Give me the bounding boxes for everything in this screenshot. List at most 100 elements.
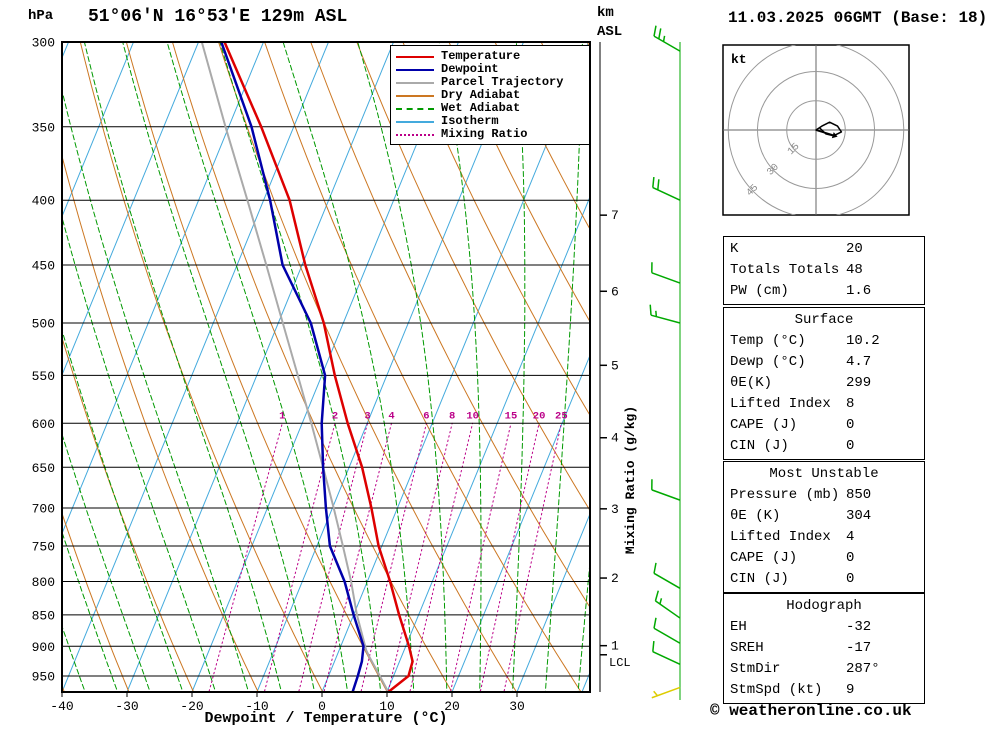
pressure-label: 400 (32, 194, 55, 209)
wet-adiabat-line (62, 530, 119, 692)
wind-barb (651, 262, 681, 284)
table-row: StmDir 287° (730, 659, 918, 680)
wet-adiabat-line (83, 42, 283, 692)
wind-barb-staff (651, 686, 681, 699)
dry-adiabat-line (494, 42, 590, 231)
isotherm-line (516, 512, 590, 692)
wind-barb (653, 25, 681, 52)
pressure-grid: 300 350 400 450 500 550 600 650 700 750 800 850 900 9… (32, 36, 590, 685)
wind-barb-staff (652, 650, 681, 665)
table-row-label: CAPE (J) (730, 417, 798, 433)
wet-adiabat-line (62, 624, 86, 692)
table-row: θE (K) 304 (730, 506, 918, 527)
table-row-label: Dewp (°C) (730, 354, 806, 370)
legend-label: Dewpoint (441, 62, 499, 76)
table-row-label: θE (K) (730, 508, 781, 524)
wind-barb (653, 617, 681, 644)
wind-barb-half (653, 690, 659, 697)
table-row-label: PW (cm) (730, 283, 789, 299)
mixing-ratio-label: 20 (533, 410, 546, 422)
table-row-value: 0 (846, 571, 855, 587)
table-row-value: 8 (846, 396, 855, 412)
pressure-label: 800 (32, 575, 55, 590)
wind-barb (651, 686, 681, 699)
table-row-value: 4.7 (846, 354, 872, 370)
table-hodograph: Hodograph EH -32 SREH -17 StmDir 287° StmSpd (k… (723, 593, 925, 704)
legend-item: Dry Adiabat (396, 89, 589, 102)
table-row-value: 287° (846, 661, 880, 677)
temp-tick-label: 20 (444, 699, 460, 714)
temperature-curve (223, 42, 414, 692)
isotherm-line (451, 354, 590, 692)
mixing-ratio-label: 6 (423, 410, 429, 422)
table-row-label: Lifted Index (730, 396, 831, 412)
legend-item: Isotherm (396, 115, 589, 128)
storm-motion-arrowhead (831, 132, 838, 139)
table-surface: Surface Temp (°C) 10.2 Dewp (°C) 4.7 θE(K) 299… (723, 307, 925, 460)
pressure-label: 750 (32, 539, 55, 554)
dry-adiabat-line (402, 42, 590, 417)
table-row-value: 48 (846, 262, 863, 278)
copyright-footer: © weatheronline.co.uk (710, 702, 912, 720)
pressure-label: 650 (32, 461, 55, 476)
legend-item: Temperature (396, 50, 589, 63)
isotherm-line (256, 42, 524, 692)
isotherm-line (386, 195, 590, 692)
wet-adiabat-line (62, 432, 151, 692)
table-indices: K 20 Totals Totals 48 PW (cm) 1.6 (723, 236, 925, 305)
km-axis: 1 2 3 4 5 6 7 LCL (599, 42, 631, 692)
pressure-label: 350 (32, 120, 55, 135)
wind-barb-full (654, 590, 660, 602)
table-row-value: 20 (846, 241, 863, 257)
pressure-label: 850 (32, 608, 55, 623)
dry-adiabat-line (79, 42, 324, 692)
temp-tick-label: 30 (509, 699, 525, 714)
mixing-ratio-label: 1 (279, 410, 285, 422)
km-tick-label: 1 (611, 639, 619, 654)
pressure-label: 600 (32, 417, 55, 432)
temp-tick-label: 0 (318, 699, 326, 714)
table-row-label: EH (730, 619, 747, 635)
table-title: Hodograph (786, 598, 862, 614)
table-row: Temp (°C) 10.2 (730, 331, 918, 352)
x-axis-title: Dewpoint / Temperature (°C) (204, 710, 448, 727)
wind-barbs-group (649, 25, 681, 700)
mixing-ratio-line (298, 422, 368, 692)
profiles-group (200, 42, 414, 692)
table-row: EH -32 (730, 617, 918, 638)
wet-adiabat-line (62, 328, 184, 692)
table-row-label: StmSpd (kt) (730, 682, 823, 698)
km-tick-label: 4 (611, 431, 619, 446)
hodograph-ring (757, 71, 875, 189)
wind-barb-staff (653, 572, 681, 589)
chart-border (61, 41, 591, 693)
legend-swatch-temperature (396, 55, 434, 58)
legend-item: Mixing Ratio (396, 128, 589, 141)
table-row-value: 0 (846, 550, 855, 566)
hodograph-kt-label: kt (731, 52, 747, 67)
lcl-label: LCL (609, 656, 631, 670)
wind-barb-full (653, 25, 657, 37)
wind-barb-full (658, 28, 662, 39)
pressure-label: 900 (32, 640, 55, 655)
isotherm-line (62, 42, 329, 692)
legend-swatch-parcel-trajectory (396, 81, 434, 84)
legend-label: Mixing Ratio (441, 127, 528, 141)
mixing-ratio-line (479, 422, 540, 692)
wind-barb-staff (653, 627, 681, 644)
table-row-value: 1.6 (846, 283, 872, 299)
table-row-label: CIN (J) (730, 571, 789, 587)
dry-adiabat-line (62, 511, 130, 692)
table-row-label: θE(K) (730, 375, 773, 391)
mixing-ratio-label: 3 (364, 410, 370, 422)
table-row-value: 0 (846, 438, 855, 454)
dry-adiabat-line (218, 42, 518, 692)
dry-adiabat-line (62, 154, 259, 692)
hodograph-ring (727, 45, 905, 215)
legend-label: Parcel Trajectory (441, 75, 564, 89)
table-row: θE(K) 299 (730, 373, 918, 394)
wind-barb-full (652, 176, 655, 188)
wet-adiabat-line (62, 88, 250, 692)
